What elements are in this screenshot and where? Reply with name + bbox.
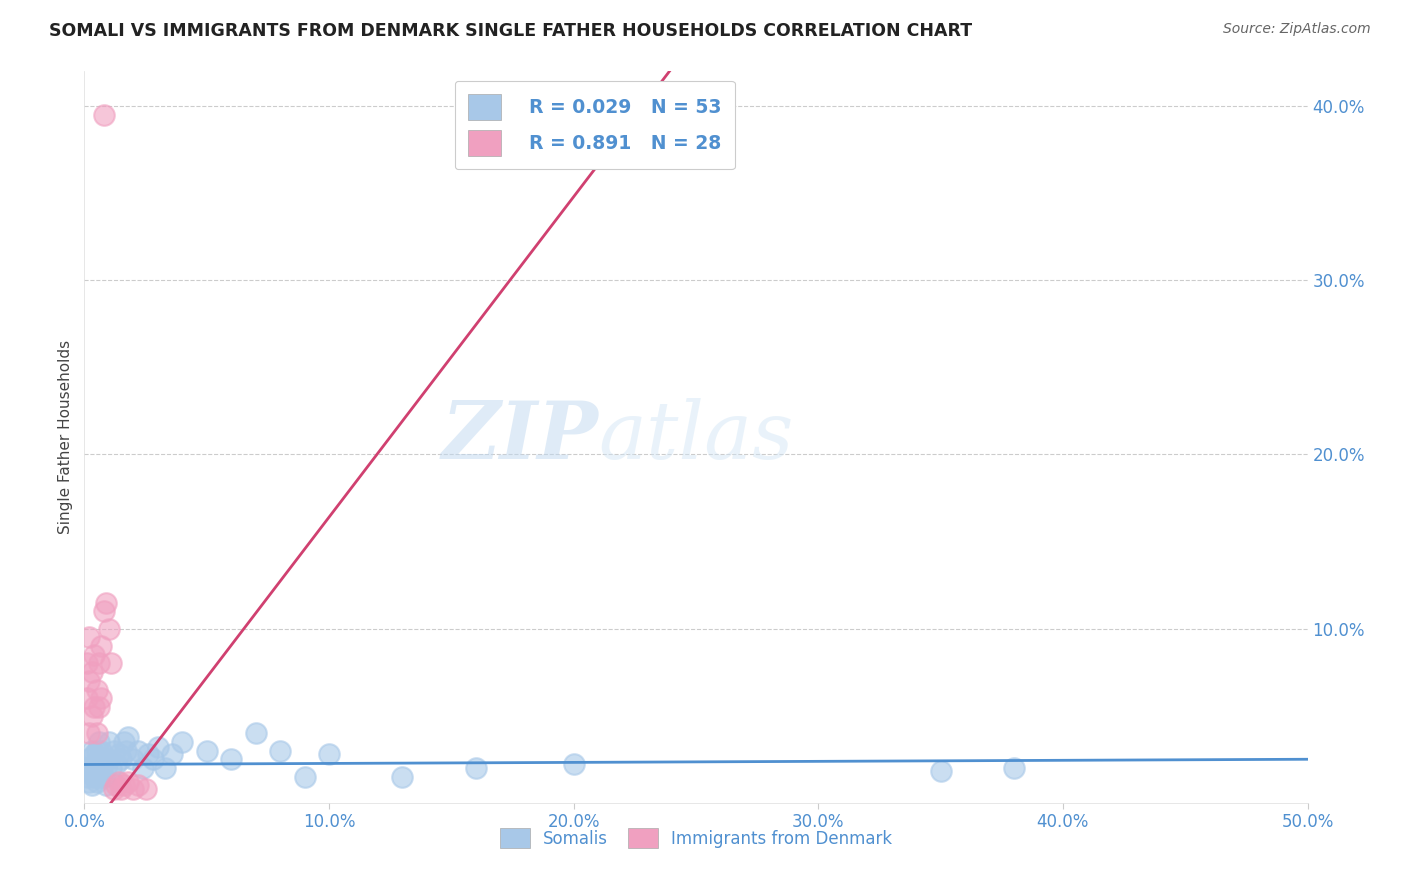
Point [100, 761, 122, 775]
Point [172, 735, 194, 749]
Point [100, 657, 122, 671]
Point [86, 761, 108, 775]
Point [391, 770, 413, 784]
Point [107, 747, 129, 761]
Point [93, 770, 115, 784]
Text: Source: ZipAtlas.com: Source: ZipAtlas.com [1223, 22, 1371, 37]
Point [269, 743, 291, 757]
Point [112, 778, 135, 792]
Point [294, 770, 316, 784]
Point [97, 735, 120, 749]
Point [219, 752, 242, 766]
Point [1002, 761, 1025, 775]
Point [127, 743, 149, 757]
Point [105, 778, 128, 792]
Point [83, 700, 105, 714]
Text: ZIP: ZIP [441, 399, 598, 475]
Point [122, 781, 145, 796]
Point [83, 747, 105, 761]
Point [83, 770, 105, 784]
Point [110, 781, 132, 796]
Point [90, 691, 112, 706]
Point [87, 700, 110, 714]
Point [93, 752, 115, 766]
Point [117, 775, 139, 789]
Point [96, 595, 118, 609]
Point [80, 665, 103, 680]
Point [562, 757, 585, 772]
Point [132, 761, 155, 775]
Point [96, 778, 118, 792]
Point [86, 775, 108, 789]
Point [90, 639, 112, 653]
Point [117, 730, 139, 744]
Point [86, 743, 108, 757]
Point [87, 752, 110, 766]
Point [77, 631, 100, 645]
Point [76, 770, 98, 784]
Legend: Somalis, Immigrants from Denmark: Somalis, Immigrants from Denmark [491, 820, 901, 856]
Point [90, 743, 112, 757]
Point [76, 691, 98, 706]
Point [76, 657, 98, 671]
Text: SOMALI VS IMMIGRANTS FROM DENMARK SINGLE FATHER HOUSEHOLDS CORRELATION CHART: SOMALI VS IMMIGRANTS FROM DENMARK SINGLE… [49, 22, 973, 40]
Point [77, 752, 100, 766]
Point [83, 757, 105, 772]
Point [87, 770, 110, 784]
Point [77, 764, 100, 779]
Point [90, 761, 112, 775]
Text: atlas: atlas [598, 399, 793, 475]
Point [127, 778, 149, 792]
Point [77, 775, 100, 789]
Point [80, 708, 103, 723]
Point [77, 673, 100, 688]
Point [105, 757, 128, 772]
Point [115, 743, 138, 757]
Point [195, 743, 218, 757]
Point [80, 778, 103, 792]
Point [86, 726, 108, 740]
Point [77, 726, 100, 740]
Point [93, 108, 115, 122]
Point [80, 743, 103, 757]
Point [136, 747, 159, 761]
Point [122, 752, 145, 766]
Point [86, 682, 108, 697]
Point [245, 726, 267, 740]
Point [110, 752, 132, 766]
Point [929, 764, 952, 779]
Point [83, 648, 105, 662]
Point [135, 781, 157, 796]
Point [103, 781, 125, 796]
Point [112, 735, 135, 749]
Point [93, 604, 115, 618]
Point [146, 740, 169, 755]
Point [142, 752, 165, 766]
Point [87, 657, 110, 671]
Point [80, 761, 103, 775]
Point [162, 747, 184, 761]
Y-axis label: Single Father Households: Single Father Households [58, 340, 73, 534]
Point [318, 747, 340, 761]
Point [107, 775, 129, 789]
Point [97, 622, 120, 636]
Point [103, 743, 125, 757]
Point [97, 752, 120, 766]
Point [87, 735, 110, 749]
Point [153, 761, 176, 775]
Point [96, 761, 118, 775]
Point [76, 761, 98, 775]
Point [464, 761, 486, 775]
